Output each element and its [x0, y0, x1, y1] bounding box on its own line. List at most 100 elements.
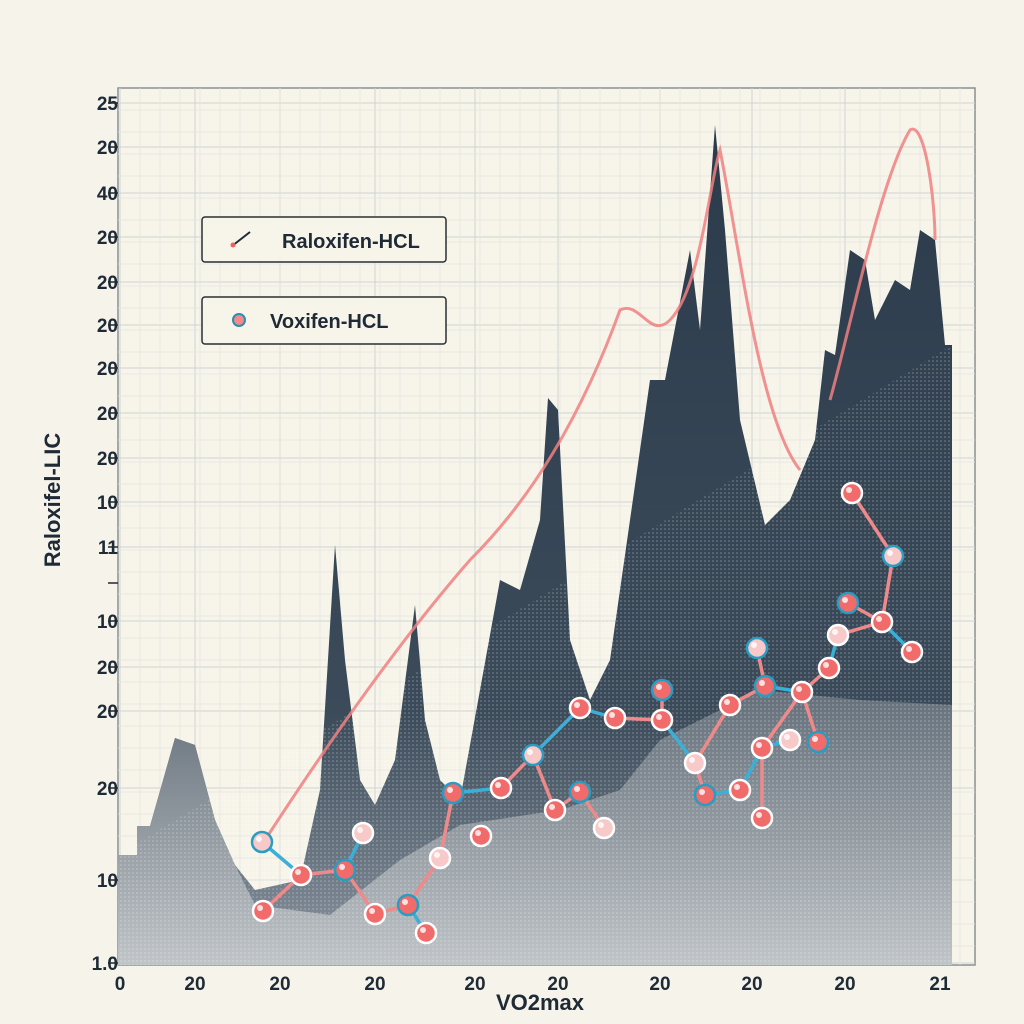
atom-shine [574, 786, 580, 792]
atom-shine [699, 789, 705, 795]
atom-shine [724, 699, 730, 705]
y-axis-label: Raloxifel-LIC [40, 433, 65, 568]
atom [778, 728, 802, 752]
bond [693, 704, 732, 764]
atom-shine [656, 684, 662, 690]
atom-shine [402, 899, 408, 905]
atom [521, 743, 545, 767]
atom-shine [339, 864, 345, 870]
atom-shine [842, 597, 848, 603]
legend-dot [230, 242, 236, 248]
y-tick-label: 20 [97, 404, 118, 425]
atom-shine [357, 827, 363, 833]
x-tick-label: 20 [547, 974, 568, 995]
y-tick-label: 20 [97, 138, 118, 159]
atom [469, 824, 493, 848]
atom-shine [495, 782, 501, 788]
atom [817, 656, 841, 680]
atom-shine [876, 616, 882, 622]
atom-shine [689, 757, 695, 763]
atom-shine [574, 702, 580, 708]
bond [760, 690, 804, 750]
atom [826, 623, 850, 647]
atom-shine [609, 712, 615, 718]
atom [900, 640, 924, 664]
atom [840, 481, 864, 505]
atom-shine [846, 487, 852, 493]
atom [489, 776, 513, 800]
y-tick-label: 25 [97, 94, 119, 115]
atom-shine [812, 736, 818, 742]
atom-shine [887, 550, 893, 556]
atom-shine [447, 787, 453, 793]
y-tick-label: 10 [97, 871, 118, 892]
atom-shine [751, 642, 757, 648]
y-tick-label: 20 [97, 702, 118, 723]
y-tick-label: 20 [97, 449, 118, 470]
atom [396, 893, 420, 917]
area-illustration [118, 125, 952, 965]
y-tick-label: 20 [97, 316, 118, 337]
atom [351, 821, 375, 845]
atom-shine [369, 908, 375, 914]
legend-marker [232, 313, 246, 327]
y-tick-label: 20 [97, 228, 118, 249]
atom [806, 730, 830, 754]
x-tick-label: 20 [741, 974, 762, 995]
atom [333, 858, 357, 882]
atom [543, 798, 567, 822]
atom [251, 899, 275, 923]
atom-shine [256, 836, 262, 842]
x-tick-label: 20 [364, 974, 385, 995]
atom [750, 806, 774, 830]
atom [568, 780, 592, 804]
y-tick-label: 1.0 [92, 954, 118, 975]
x-tick-label: 21 [929, 974, 951, 995]
atom [870, 610, 894, 634]
bond [850, 492, 895, 557]
atom [289, 863, 313, 887]
x-tick-label: 20 [269, 974, 290, 995]
atom-shine [759, 680, 765, 686]
atom [728, 778, 752, 802]
legend-label: Raloxifen-HCL [282, 231, 420, 253]
y-tick-label: 20 [97, 359, 118, 380]
y-tick-label: 11 [98, 538, 119, 559]
x-tick-label: 20 [184, 974, 205, 995]
atom [441, 781, 465, 805]
atom [790, 680, 814, 704]
atom [683, 751, 707, 775]
atom-shine [295, 869, 301, 875]
atom [693, 783, 717, 807]
atom [650, 678, 674, 702]
atom-shine [906, 646, 912, 652]
y-tick-label: 20 [97, 658, 118, 679]
atom-shine [527, 749, 533, 755]
y-tick-label: 40 [97, 184, 118, 205]
atom-shine [257, 905, 263, 911]
atom-shine [475, 830, 481, 836]
atom-shine [756, 742, 762, 748]
legend: Raloxifen-HCL Voxifen-HCL [201, 216, 447, 345]
atom [363, 902, 387, 926]
atom [745, 636, 769, 660]
x-tick-label: 20 [834, 974, 855, 995]
atom-shine [434, 852, 440, 858]
y-tick-label: 20 [97, 779, 118, 800]
atom-shine [784, 734, 790, 740]
red-line-illustration [263, 127, 937, 841]
atom-shine [734, 784, 740, 790]
y-tick-label: 10 [97, 493, 118, 514]
atom-shine [756, 812, 762, 818]
atom [592, 816, 616, 840]
y-tick-label: 20 [97, 273, 118, 294]
x-axis-label: VO2max [496, 990, 585, 1015]
atom-shine [420, 927, 426, 933]
atom [718, 693, 742, 717]
atom [603, 706, 627, 730]
atom-shine [823, 662, 829, 668]
molecule-illustration [250, 481, 924, 945]
legend-label: Voxifen-HCL [270, 311, 389, 333]
x-tick-label: 0 [115, 974, 126, 995]
atom [250, 830, 274, 854]
